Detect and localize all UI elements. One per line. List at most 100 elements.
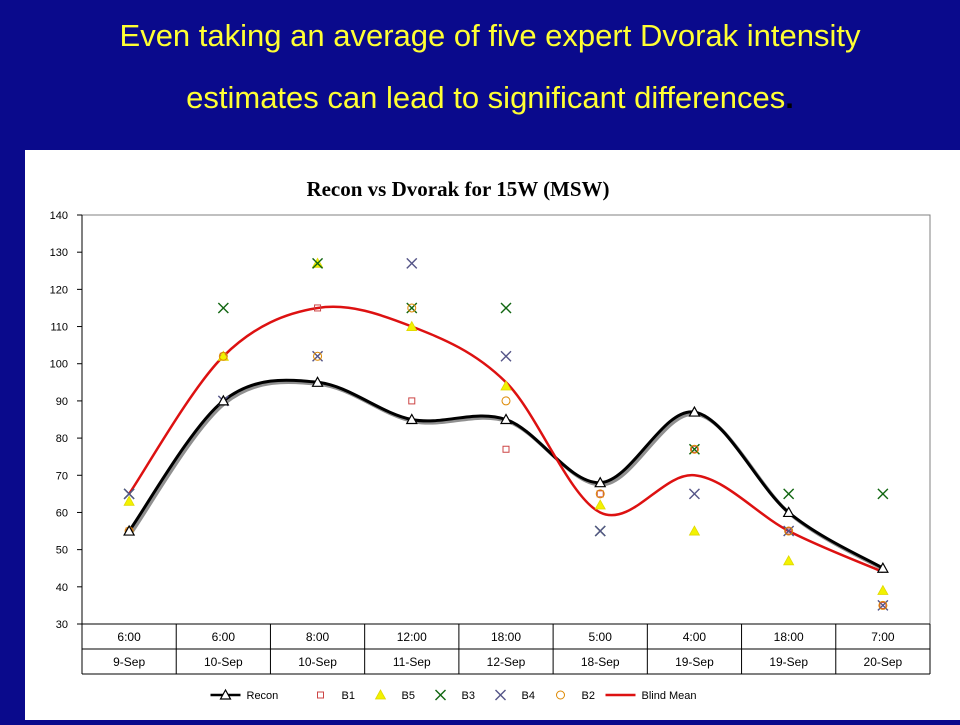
y-tick-label: 70 (56, 470, 68, 482)
legend-item-b5: B5 (374, 689, 415, 702)
x-date-label: 9-Sep (113, 655, 145, 669)
legend-label: B1 (342, 690, 355, 702)
series-b3-point-stroke-b (217, 302, 229, 314)
x-time-label: 6:00 (212, 630, 236, 644)
series-recon-point (876, 561, 889, 573)
slide-title-line-1: Even taking an average of five expert Dv… (119, 18, 861, 53)
series-b1-point (502, 445, 510, 453)
slide-title-line-2: estimates can lead to significant differ… (30, 80, 950, 116)
series-b3-point (500, 302, 512, 314)
series-recon-point (217, 394, 230, 406)
y-tick-label: 90 (56, 396, 68, 408)
legend-label: B3 (462, 690, 475, 702)
chart-title: Recon vs Dvorak for 15W (MSW) (306, 177, 609, 201)
x-time-label: 5:00 (589, 630, 613, 644)
series-b4-point-stroke-b (123, 488, 135, 500)
series-b5-point (782, 554, 795, 566)
series-b3-point (877, 488, 889, 500)
series-b5-point (688, 525, 701, 536)
series-b2-point (501, 396, 511, 406)
legend-item-b1: B1 (317, 690, 355, 702)
series-b4-point (783, 525, 795, 537)
legend-swatch-marker (317, 691, 324, 699)
series-b1-point (596, 490, 604, 498)
series-recon-point (688, 405, 701, 417)
series-b4-point (688, 488, 700, 500)
series-b3-point-stroke-b (877, 488, 889, 500)
legend-swatch-marker (556, 690, 565, 700)
y-tick-label: 110 (50, 322, 68, 334)
legend-item-blind-mean: Blind Mean (605, 690, 697, 702)
x-time-label: 7:00 (871, 630, 895, 644)
x-date-label: 10-Sep (204, 655, 243, 669)
legend-swatch-marker-stroke-b (435, 689, 446, 701)
y-tick-label: 130 (50, 247, 68, 259)
chart: Recon vs Dvorak for 15W (MSW) 30 40 50 60 70… (50, 177, 931, 702)
legend-item-b2: B2 (556, 690, 595, 702)
slide-title-line-2-text: estimates can lead to significant differ… (186, 80, 786, 115)
x-time-label: 18:00 (491, 630, 521, 644)
y-tick-label: 30 (56, 619, 68, 631)
series-b4-point-stroke-b (877, 599, 889, 611)
x-time-label: 12:00 (397, 630, 427, 644)
series-b4-point (594, 525, 606, 537)
series-b3-point-stroke-b (500, 302, 512, 314)
x-time-label: 6:00 (117, 630, 141, 644)
x-date-label: 11-Sep (393, 655, 431, 669)
legend-swatch-marker (219, 688, 232, 700)
series-b3-point (217, 302, 229, 314)
legend-swatch-marker (495, 689, 506, 701)
series-b4-point (406, 257, 418, 269)
series-b3-point (312, 257, 324, 269)
chart-panel: Recon vs Dvorak for 15W (MSW) 30 40 50 60 70… (25, 150, 960, 720)
chart-legend: Recon B1 B5 B3 B4 B2 Blind Mean (210, 688, 697, 702)
x-date-label: 10-Sep (298, 655, 337, 669)
series-b1-point (314, 304, 322, 312)
series-b4-point (500, 350, 512, 362)
series-b2-point (595, 489, 605, 499)
series-b3-point (406, 302, 418, 314)
legend-label: B5 (402, 690, 415, 702)
slide-title-period: . (785, 80, 794, 115)
legend-item-recon: Recon (210, 688, 279, 702)
x-date-label: 19-Sep (769, 655, 808, 669)
series-b4-point-stroke-b (594, 525, 606, 537)
series-b2-point (218, 351, 228, 361)
legend-swatch-marker-stroke-b (495, 689, 506, 701)
x-time-label: 18:00 (774, 630, 804, 644)
y-tick-label: 50 (56, 545, 68, 557)
x-time-label: 4:00 (683, 630, 707, 644)
series-recon-point (311, 376, 324, 387)
legend-label: Blind Mean (642, 690, 697, 702)
x-date-label: 12-Sep (487, 655, 526, 669)
legend-label: Recon (247, 690, 279, 702)
series-b1-point (408, 397, 416, 405)
chart-axes: 30 40 50 60 70 80 90 100 110 120 130 140 6:00 6:00 8:0… (50, 210, 931, 675)
series-b3-point (688, 443, 700, 455)
series-b4-point-stroke-b (783, 525, 795, 537)
series-b3-point (783, 488, 795, 500)
series-b5-point (877, 584, 889, 595)
legend-swatch-marker (374, 689, 387, 700)
series-recon-point (123, 524, 136, 536)
series-b1-point (690, 445, 698, 453)
series-b5-point (500, 380, 512, 391)
series-b2-point (878, 600, 888, 610)
series-b2-point (784, 526, 794, 536)
legend-label: B4 (522, 690, 535, 702)
series-recon-point (405, 413, 418, 425)
x-date-label: 18-Sep (581, 655, 620, 669)
x-date-label: 19-Sep (675, 655, 714, 669)
series-b4-point (123, 488, 135, 500)
y-tick-label: 100 (50, 359, 68, 371)
series-b5-point (406, 320, 418, 331)
series-recon-point (782, 506, 795, 518)
x-time-label: 8:00 (306, 630, 330, 644)
series-b4-point-stroke-b (688, 488, 700, 500)
series-b4-point-stroke-b (500, 350, 512, 362)
legend-item-b3: B3 (435, 689, 475, 702)
y-tick-label: 120 (50, 284, 68, 296)
y-tick-label: 60 (56, 507, 68, 519)
series-b1-point (879, 601, 887, 609)
y-tick-label: 80 (56, 433, 68, 445)
